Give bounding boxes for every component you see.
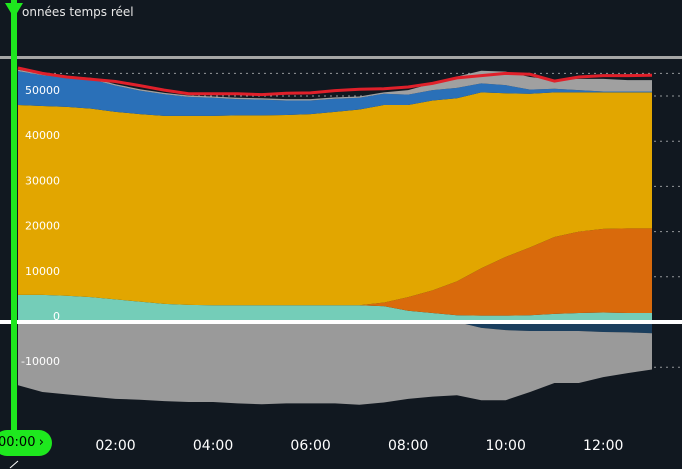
x-tick-label: 10:00 [486, 438, 526, 454]
chevron-right-icon: › [38, 435, 44, 450]
y-tick-label: 50000 [25, 84, 60, 97]
area-top [18, 71, 652, 116]
series-consumption [17, 66, 653, 97]
area-pumping [18, 322, 652, 334]
y-tick-label: 20000 [25, 220, 60, 233]
stacked-areas [18, 69, 652, 405]
consumption-line [17, 66, 653, 97]
x-tick-label: 06:00 [290, 438, 330, 454]
cursor-tick-mark [9, 460, 19, 469]
area-base [18, 294, 652, 322]
x-tick-label: 08:00 [388, 438, 428, 454]
y-tick-label: 30000 [25, 174, 60, 187]
y-tick-label: -10000 [21, 355, 60, 368]
area-peak [18, 69, 652, 101]
area-mid [18, 92, 652, 306]
y-tick-label: 10000 [25, 265, 60, 278]
chart-title: onnées temps réel [22, 5, 134, 19]
y-tick-label: 0 [53, 310, 60, 323]
x-tick-label: 12:00 [583, 438, 623, 454]
y-tick-label: 40000 [25, 129, 60, 142]
area-solar [18, 228, 652, 316]
axis-ticks: 50000 40000 30000 20000 10000 0 -10000 02:00 04:… [21, 84, 623, 454]
x-tick-label: 04:00 [193, 438, 233, 454]
time-cursor-label[interactable]: 00:00 › [0, 430, 52, 456]
time-cursor-handle[interactable] [5, 3, 23, 18]
time-cursor-value: 00:00 [0, 435, 36, 450]
x-tick-label: 02:00 [95, 438, 135, 454]
area-exchanges [18, 322, 652, 405]
